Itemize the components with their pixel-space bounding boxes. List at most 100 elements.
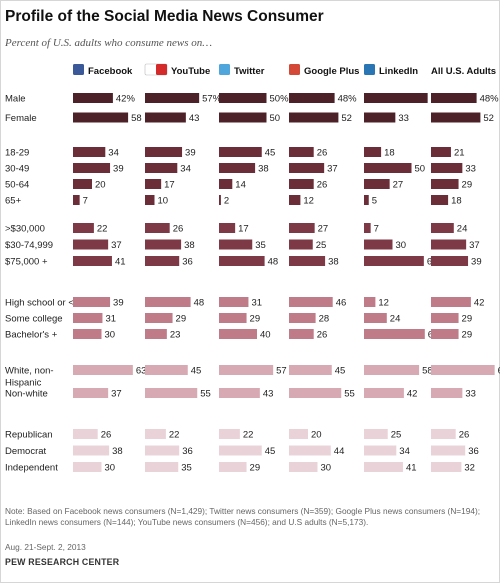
bar (289, 93, 335, 103)
bar (289, 179, 314, 189)
bar (289, 195, 301, 205)
bar (73, 365, 133, 375)
row-label: Democrat (5, 446, 47, 457)
bar-value-label: 58 (422, 366, 433, 377)
bar-value-label: 52 (483, 113, 494, 124)
bar (364, 297, 376, 307)
bar-value-label: 27 (393, 180, 404, 191)
bar-value-label: 48% (480, 94, 500, 105)
column-header-2: Twitter (219, 64, 265, 77)
bar-value-label: 35 (255, 240, 266, 251)
bar (431, 256, 469, 266)
bar (364, 223, 371, 233)
bar (73, 297, 111, 307)
bar (145, 313, 173, 323)
bar (364, 179, 390, 189)
bar (145, 462, 179, 472)
bar (73, 256, 112, 266)
bar (219, 429, 240, 439)
bar (431, 462, 462, 472)
bar (73, 239, 109, 250)
bar-value-label: 2 (224, 196, 229, 207)
row-label: Bachelor's + (5, 330, 58, 341)
chart-row: Democrat 38 36 45 44 34 36 (5, 445, 479, 457)
row-label: White, non- (5, 366, 54, 377)
bar-value-label: 22 (169, 430, 180, 441)
bar (364, 93, 428, 103)
bar (145, 429, 166, 439)
bar-value-label: 31 (251, 298, 262, 309)
bar-value-label: 57% (202, 94, 222, 105)
bar-value-label: 25 (391, 430, 402, 441)
bar-value-label: 20 (311, 430, 322, 441)
bar (431, 313, 459, 323)
bar (219, 93, 267, 103)
bar (219, 388, 260, 398)
row-label: Non-white (5, 389, 48, 400)
bar-value-label: 30 (321, 463, 332, 474)
chart-row: $75,000 +413648386339 (5, 256, 482, 268)
chart-row: Independent 30 35 29 30 41 32 (5, 462, 475, 474)
bar (73, 163, 111, 173)
bar-value-label: 55 (200, 389, 211, 400)
bar (219, 112, 267, 123)
bar (289, 163, 325, 173)
bar (364, 388, 404, 398)
bar (73, 388, 109, 398)
bar (219, 365, 274, 375)
row-label: Independent (5, 463, 58, 474)
bar (364, 329, 425, 339)
bar (364, 195, 369, 205)
bar-value-label: 20 (95, 180, 106, 191)
bar-value-label: 42 (474, 298, 485, 309)
group-race: White, non-Hispanic 63 45 57 45 58 67 Non-white… (5, 365, 500, 400)
chart-row: High school or < 39 48 31 46 12 42 (5, 297, 484, 309)
bar (145, 388, 198, 398)
bar (145, 365, 188, 375)
linkedin-icon (364, 64, 375, 75)
bar-value-label: 32 (464, 463, 475, 474)
bar-value-label: 25 (316, 240, 327, 251)
twitter-icon (219, 64, 230, 75)
page-title: Profile of the Social Media News Consume… (5, 8, 324, 25)
bar-value-label: 57 (276, 366, 287, 377)
page-subtitle: Percent of U.S. adults who consume news … (5, 37, 213, 49)
footnote: Note: Based on Facebook news consumers (… (5, 506, 481, 527)
bar-value-label: 36 (182, 257, 193, 268)
bar-value-label: 17 (238, 224, 249, 235)
bar-value-label: 42 (407, 389, 418, 400)
bar (289, 256, 326, 266)
bar-value-label: 24 (390, 314, 401, 325)
bar (364, 256, 424, 266)
column-header-label: LinkedIn (379, 66, 418, 77)
bar (364, 429, 388, 439)
bar-value-label: 28 (319, 314, 330, 325)
bar (219, 195, 221, 205)
bar-value-label: 26 (459, 430, 470, 441)
bar (431, 239, 467, 250)
row-label: Republican (5, 430, 53, 441)
bar-value-label: 45 (191, 366, 202, 377)
bar-value-label: 34 (108, 148, 119, 159)
bar (145, 329, 167, 339)
bar-value-label: 34 (399, 446, 410, 457)
chart-row: White, non-Hispanic 63 45 57 45 58 67 (5, 365, 500, 389)
bar (431, 429, 456, 439)
bar (219, 445, 262, 456)
bar (219, 239, 253, 250)
bar-value-label: 30 (105, 463, 116, 474)
bar (219, 147, 262, 157)
bar-value-label: 63 (136, 366, 147, 377)
bar (364, 163, 412, 173)
facebook-icon (73, 64, 84, 75)
bar (145, 297, 191, 307)
bar (289, 429, 308, 439)
chart-row: >$30,000 22 26 17 27 7 24 (5, 223, 467, 235)
chart-row: Non-white 37 55 43 55 42 33 (5, 388, 476, 400)
group-income: >$30,000 22 26 17 27 7 24 $30-74,999 37 38 35 25 30 3… (5, 223, 482, 268)
bar-value-label: 67 (498, 366, 500, 377)
bar (431, 147, 451, 157)
bar-value-label: 26 (317, 330, 328, 341)
bar (73, 93, 113, 103)
